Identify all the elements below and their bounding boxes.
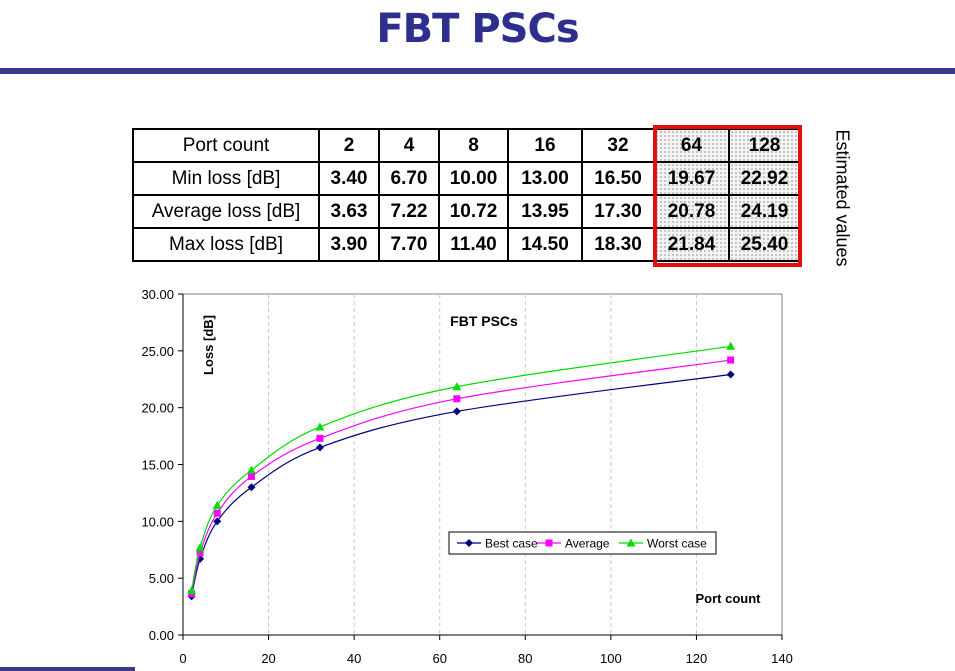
y-tick-label: 25.00: [141, 344, 174, 359]
data-point: [246, 465, 256, 474]
data-point: [196, 549, 204, 557]
loss-table: Port count 2 4 8 16 32 64 128 Min loss […: [132, 128, 801, 262]
x-tick-label: 60: [432, 651, 446, 666]
data-point: [212, 500, 222, 509]
row-label: Min loss [dB]: [132, 161, 320, 196]
y-tick-label: 15.00: [141, 458, 174, 473]
value-cell-estimated: 22.92: [728, 161, 801, 196]
y-tick-label: 10.00: [141, 514, 174, 529]
y-tick-label: 20.00: [141, 401, 174, 416]
data-point: [195, 542, 205, 551]
port-cell: 16: [507, 128, 583, 163]
row-label: Max loss [dB]: [132, 227, 320, 262]
port-cell-estimated: 128: [728, 128, 801, 163]
slide-title: FBT PSCs: [376, 6, 579, 52]
x-tick-label: 120: [686, 651, 708, 666]
value-cell-estimated: 24.19: [728, 194, 801, 229]
x-tick-label: 80: [518, 651, 532, 666]
legend-marker: [465, 539, 473, 547]
value-cell: 7.70: [378, 227, 440, 262]
title-divider: [0, 68, 955, 74]
data-point: [213, 517, 222, 526]
port-cell-estimated: 64: [653, 128, 730, 163]
plot-area: [182, 293, 783, 636]
x-tick-label: 100: [600, 651, 622, 666]
data-point: [315, 422, 325, 431]
table-row-max: Max loss [dB] 3.90 7.70 11.40 14.50 18.3…: [132, 227, 801, 262]
value-cell: 7.22: [378, 194, 440, 229]
data-point: [453, 395, 461, 403]
value-cell: 3.63: [318, 194, 380, 229]
value-cell: 10.00: [438, 161, 509, 196]
value-cell: 3.40: [318, 161, 380, 196]
value-cell: 14.50: [507, 227, 583, 262]
data-point: [316, 434, 324, 442]
y-tick-label: 30.00: [141, 287, 174, 302]
value-cell-estimated: 25.40: [728, 227, 801, 262]
bottom-accent-bar: [0, 667, 135, 671]
table-row-min: Min loss [dB] 3.40 6.70 10.00 13.00 16.5…: [132, 161, 801, 196]
port-cell: 8: [438, 128, 509, 163]
table-header-row: Port count 2 4 8 16 32 64 128: [132, 128, 801, 163]
value-cell: 6.70: [378, 161, 440, 196]
value-cell-estimated: 21.84: [653, 227, 730, 262]
data-point: [452, 407, 461, 416]
data-point: [213, 509, 221, 517]
value-cell: 18.30: [581, 227, 655, 262]
port-cell: 4: [378, 128, 440, 163]
data-point: [247, 483, 256, 492]
x-tick-label: 20: [261, 651, 275, 666]
value-cell: 13.95: [507, 194, 583, 229]
value-cell: 16.50: [581, 161, 655, 196]
data-point: [726, 370, 735, 379]
x-tick-label: 0: [179, 651, 186, 666]
data-point: [187, 586, 197, 595]
legend-marker: [545, 539, 553, 547]
value-cell: 17.30: [581, 194, 655, 229]
data-point: [452, 382, 462, 391]
data-point: [727, 356, 735, 364]
legend-marker: [626, 538, 636, 547]
x-axis-title: Port count: [696, 591, 762, 606]
value-cell: 11.40: [438, 227, 509, 262]
legend-box: [448, 531, 717, 555]
y-tick-label: 0.00: [149, 628, 174, 643]
port-cell: 32: [581, 128, 655, 163]
legend-label: Best case: [485, 537, 538, 551]
x-tick-label: 140: [771, 651, 793, 666]
data-point: [726, 341, 736, 350]
value-cell-estimated: 20.78: [653, 194, 730, 229]
port-cell: 2: [318, 128, 380, 163]
table-row-average: Average loss [dB] 3.63 7.22 10.72 13.95 …: [132, 194, 801, 229]
series-line: [190, 345, 731, 591]
y-axis-title: Loss [dB]: [201, 315, 216, 375]
legend-label: Average: [565, 537, 610, 551]
value-cell: 13.00: [507, 161, 583, 196]
value-cell: 3.90: [318, 227, 380, 262]
y-tick-label: 5.00: [149, 571, 174, 586]
legend-label: Worst case: [647, 537, 707, 551]
row-label: Average loss [dB]: [132, 194, 320, 229]
series-line: [190, 359, 731, 594]
data-point: [247, 472, 255, 480]
chart-title: FBT PSCs: [450, 313, 518, 329]
value-cell-estimated: 19.67: [653, 161, 730, 196]
value-cell: 10.72: [438, 194, 509, 229]
port-count-header: Port count: [132, 128, 320, 163]
data-point: [315, 443, 324, 452]
x-tick-label: 40: [347, 651, 361, 666]
